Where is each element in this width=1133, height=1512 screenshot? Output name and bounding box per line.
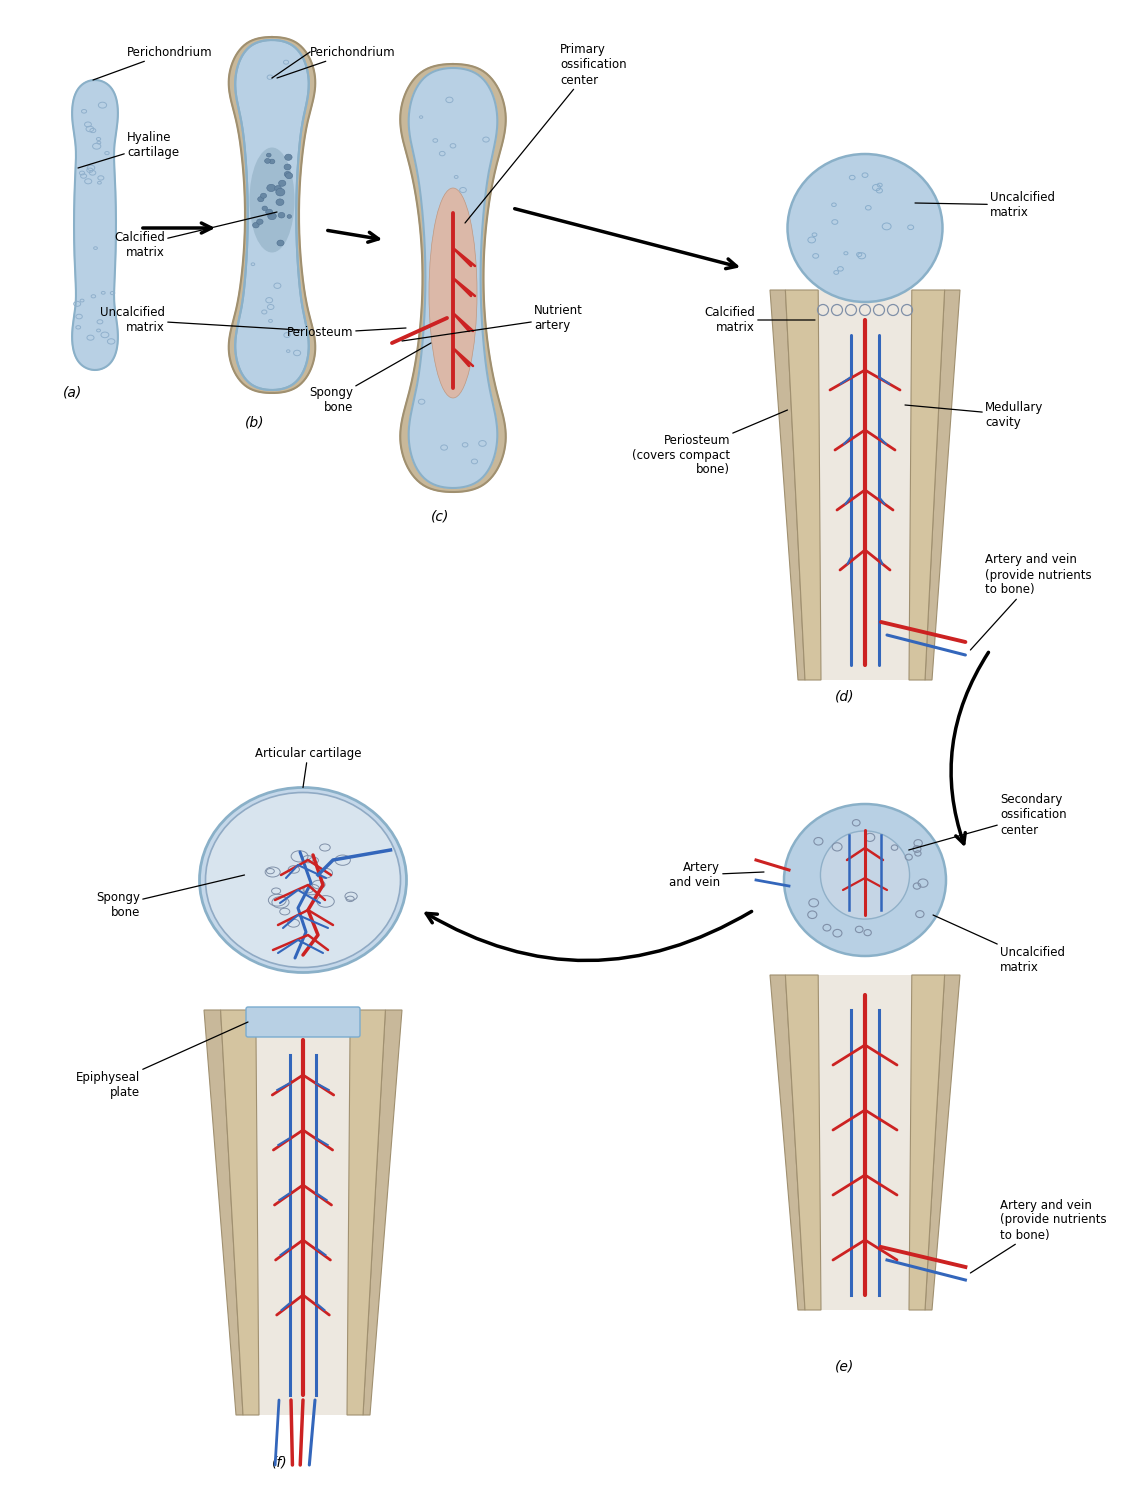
- Polygon shape: [221, 1010, 259, 1415]
- Ellipse shape: [274, 186, 281, 191]
- Polygon shape: [73, 80, 118, 370]
- Ellipse shape: [205, 792, 400, 968]
- Text: Periosteum
(covers compact
bone): Periosteum (covers compact bone): [632, 410, 787, 476]
- Ellipse shape: [284, 165, 291, 169]
- Text: (a): (a): [63, 386, 83, 399]
- Polygon shape: [909, 290, 945, 680]
- Ellipse shape: [257, 197, 264, 201]
- Ellipse shape: [287, 215, 291, 218]
- Text: Calcified
matrix: Calcified matrix: [704, 305, 815, 334]
- Ellipse shape: [286, 172, 292, 178]
- Text: (d): (d): [835, 689, 854, 705]
- Text: Articular cartilage: Articular cartilage: [255, 747, 361, 788]
- Ellipse shape: [820, 832, 910, 919]
- Text: Artery and vein
(provide nutrients
to bone): Artery and vein (provide nutrients to bo…: [970, 1199, 1107, 1273]
- Ellipse shape: [256, 219, 263, 224]
- Ellipse shape: [279, 212, 284, 218]
- Ellipse shape: [429, 187, 477, 398]
- FancyBboxPatch shape: [246, 1007, 360, 1037]
- Text: Epiphyseal
plate: Epiphyseal plate: [76, 1022, 248, 1099]
- Text: Uncalcified
matrix: Uncalcified matrix: [934, 915, 1065, 974]
- Polygon shape: [400, 64, 505, 491]
- Ellipse shape: [266, 209, 273, 215]
- Ellipse shape: [266, 184, 275, 192]
- Text: Primary
ossification
center: Primary ossification center: [465, 44, 627, 222]
- Polygon shape: [204, 1010, 242, 1415]
- Text: Perichondrium: Perichondrium: [93, 45, 213, 80]
- Polygon shape: [909, 975, 945, 1309]
- Ellipse shape: [784, 804, 946, 956]
- Ellipse shape: [270, 159, 275, 163]
- Ellipse shape: [276, 240, 284, 246]
- Ellipse shape: [249, 148, 295, 253]
- Text: Nutrient
artery: Nutrient artery: [402, 304, 582, 342]
- Ellipse shape: [275, 189, 284, 197]
- Ellipse shape: [262, 206, 267, 210]
- Polygon shape: [409, 68, 497, 488]
- Ellipse shape: [787, 154, 943, 302]
- Polygon shape: [770, 975, 806, 1309]
- Polygon shape: [770, 290, 806, 680]
- Ellipse shape: [279, 180, 286, 186]
- Text: Spongy
bone: Spongy bone: [309, 343, 431, 414]
- Text: Hyaline
cartilage: Hyaline cartilage: [78, 132, 179, 168]
- Text: Medullary
cavity: Medullary cavity: [905, 401, 1043, 429]
- Ellipse shape: [284, 154, 292, 160]
- Ellipse shape: [284, 171, 291, 177]
- Text: Perichondrium: Perichondrium: [276, 45, 395, 79]
- Polygon shape: [236, 39, 309, 390]
- Polygon shape: [363, 1010, 402, 1415]
- Ellipse shape: [253, 222, 259, 228]
- Ellipse shape: [276, 200, 284, 206]
- Polygon shape: [818, 975, 912, 1309]
- Text: Secondary
ossification
center: Secondary ossification center: [909, 794, 1066, 850]
- Polygon shape: [925, 975, 960, 1309]
- Text: (b): (b): [245, 414, 265, 429]
- Text: Artery
and vein: Artery and vein: [668, 860, 764, 889]
- Text: Periosteum: Periosteum: [287, 327, 406, 340]
- Ellipse shape: [266, 153, 271, 157]
- Polygon shape: [818, 290, 912, 680]
- Polygon shape: [785, 975, 821, 1309]
- Ellipse shape: [199, 788, 407, 972]
- Text: Calcified
matrix: Calcified matrix: [114, 212, 276, 259]
- Text: (e): (e): [835, 1359, 854, 1374]
- Text: Spongy
bone: Spongy bone: [96, 875, 245, 919]
- Ellipse shape: [267, 213, 276, 219]
- Polygon shape: [925, 290, 960, 680]
- Polygon shape: [229, 36, 315, 393]
- Polygon shape: [236, 39, 309, 390]
- Text: (f): (f): [272, 1455, 288, 1470]
- Ellipse shape: [261, 194, 266, 198]
- Polygon shape: [785, 290, 821, 680]
- Polygon shape: [256, 1010, 350, 1415]
- Ellipse shape: [265, 159, 271, 163]
- Text: Uncalcified
matrix: Uncalcified matrix: [100, 305, 300, 334]
- Text: Uncalcified
matrix: Uncalcified matrix: [915, 191, 1055, 219]
- Polygon shape: [347, 1010, 385, 1415]
- Text: (c): (c): [431, 510, 449, 525]
- Text: Artery and vein
(provide nutrients
to bone): Artery and vein (provide nutrients to bo…: [970, 553, 1091, 650]
